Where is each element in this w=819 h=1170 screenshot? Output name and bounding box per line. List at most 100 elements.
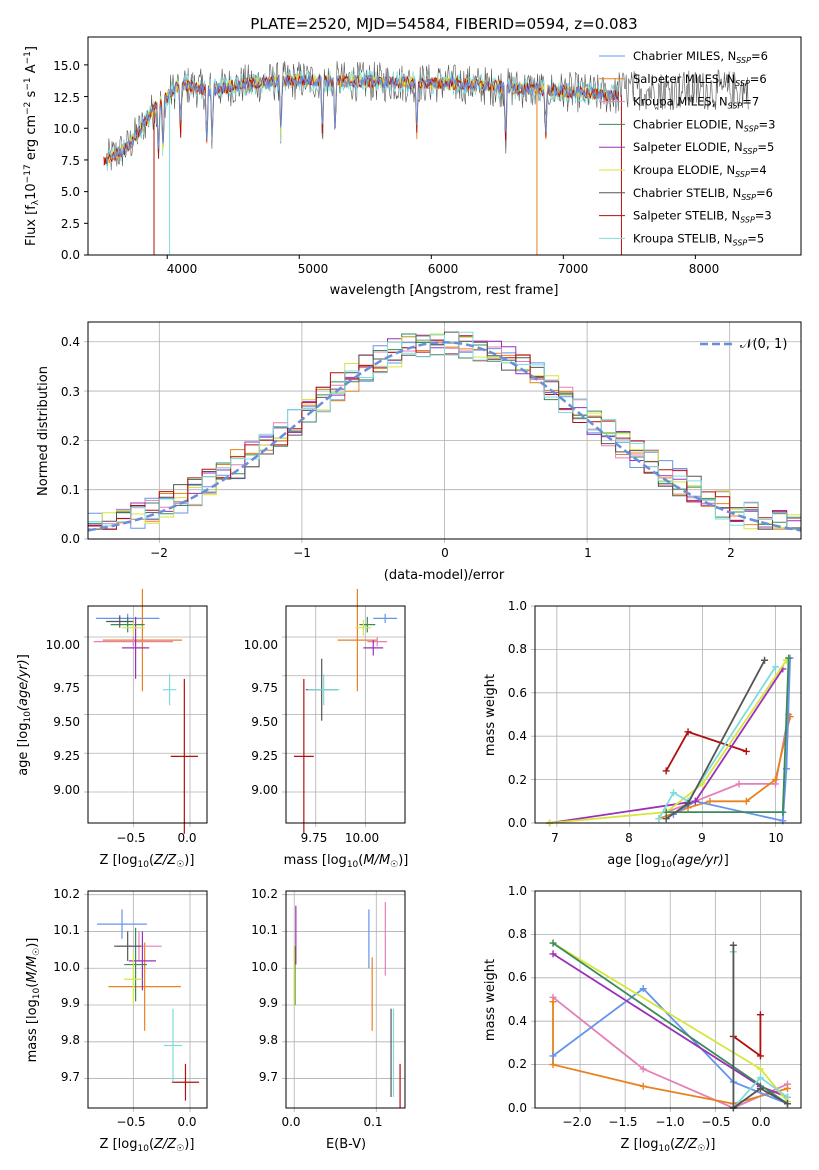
legend-entry: Chabrier ELODIE, NSSP=3 [633,117,775,133]
legend-entry: Chabrier MILES, NSSP=6 [633,49,768,65]
mass-ebv-ytick: 10.0 [251,960,278,974]
residuals-ylabel: Normed distribution [36,366,51,496]
legend-entry: Kroupa ELODIE, NSSP=4 [633,163,767,179]
legend-entry: Salpeter MILES, NSSP=6 [633,72,767,88]
spectrum-ytick: 2.5 [61,217,80,231]
spectrum-ytick: 15.0 [53,59,80,73]
weight-z-xlabel: Z [log10(Z/Z☉)] [621,1137,716,1154]
weight-marker [783,1084,791,1092]
weight-marker [756,1011,764,1019]
weight-z-ytick: 1.0 [508,884,527,898]
weight-line [658,666,777,820]
age-z-ylabel: age [log10(age/yr)] [16,654,33,776]
weight-age-lines [546,654,794,827]
age-z-ytick: 9.50 [53,715,80,729]
spectrum-ytick: 0.0 [61,248,80,262]
weight-age-ytick: 0.6 [508,686,527,700]
spectrum-title: PLATE=2520, MJD=54584, FIBERID=0594, z=0… [250,15,637,33]
weight-marker [779,808,787,816]
mass-z-ytick: 10.2 [53,887,80,901]
weight-marker [549,998,557,1006]
age-vs-z-panel: −0.5 0.0 9.00 9.25 9.50 9.75 10.00 Z [lo… [16,588,208,870]
weight-age-ytick: 0.2 [508,773,527,787]
spectrum-x-ticks: 4000 5000 6000 7000 8000 [84,64,719,276]
weight-z-xtick: −1.0 [655,1115,684,1129]
age-mass-ytick: 9.00 [251,783,278,797]
age-z-xtick: −0.5 [116,831,145,845]
residuals-xtick: 2 [727,546,735,560]
weight-marker [655,815,663,823]
age-z-xlabel: Z [log10(Z/Z☉)] [100,853,195,870]
age-z-points [93,588,198,834]
legend-entry: Kroupa MILES, NSSP=7 [633,95,759,111]
spectrum-ytick: 12.5 [53,91,80,105]
weight-marker [549,950,557,958]
spectrum-ytick: 5.0 [61,185,80,199]
weight-marker [771,663,779,671]
weight-marker [662,808,670,816]
residuals-y-ticks: 0.0 0.1 0.2 0.3 0.4 [61,335,80,546]
weight-line [665,659,766,820]
weight-vs-z-panel: −2.0 −1.5 −1.0 −0.5 0.0 0.0 0.2 0.4 0.6 … [483,884,802,1154]
weight-age-xtick: 8 [625,831,633,845]
mass-z-ylabel: mass [log10(M/M☉)] [25,938,42,1063]
residuals-ytick: 0.1 [61,483,80,497]
age-z-grid [84,606,207,827]
weight-marker [756,1074,764,1082]
spectrum-ytick: 7.5 [61,154,80,168]
weight-marker [639,1065,647,1073]
mass-z-xtick: 0.0 [177,1115,196,1129]
weight-marker [549,1061,557,1069]
age-vs-mass-panel: 9.75 10.00 9.00 9.25 9.50 9.75 10.00 mas… [244,588,408,870]
age-z-ytick: 9.75 [53,681,80,695]
weight-marker [761,656,769,664]
residuals-xtick: 0 [441,546,449,560]
mass-ebv-xlabel: E(B-V) [326,1137,366,1152]
weight-age-grid [531,605,801,827]
mass-ebv-ytick: 9.7 [259,1070,278,1084]
residuals-histograms [87,331,801,530]
mass-ebv-ytick: 10.1 [251,923,278,937]
age-mass-points [293,588,398,834]
weight-age-xtick: 7 [551,831,559,845]
weight-line [732,945,788,1110]
age-mass-xtick: 9.75 [301,831,328,845]
age-z-xtick: 0.0 [177,831,196,845]
residuals-frame [87,321,802,540]
residuals-ytick: 0.2 [61,434,80,448]
weight-marker [662,767,670,775]
weight-z-xtick: −1.5 [608,1115,637,1129]
mass-ebv-xtick: 0.0 [281,1115,300,1129]
weight-age-ytick: 0.0 [508,816,527,830]
weight-marker [729,941,737,949]
weight-age-ytick: 0.4 [508,729,527,743]
weight-line [552,942,789,1105]
weight-marker [783,1100,791,1108]
spectrum-xtick: 4000 [167,262,198,276]
spectrum-line [106,74,617,166]
residuals-xtick: −2 [150,546,168,560]
weight-z-ytick: 0.2 [508,1057,527,1071]
spectrum-panel: PLATE=2520, MJD=54584, FIBERID=0594, z=0… [23,15,802,298]
mass-ebv-frame [285,890,406,1109]
residuals-ytick: 0.4 [61,335,80,349]
mass-ebv-ytick: 9.9 [259,996,278,1010]
weight-age-xtick: 10 [768,831,783,845]
residuals-ytick: 0.3 [61,385,80,399]
weight-z-ylabel: mass weight [483,959,498,1041]
weight-z-xtick: −2.0 [562,1115,591,1129]
spectrum-xtick: 7000 [558,262,589,276]
weight-z-lines [549,939,791,1112]
age-mass-ytick: 9.25 [251,749,278,763]
spectrum-legend: Chabrier MILES, NSSP=6 Salpeter MILES, NS… [599,49,775,247]
mass-z-points [97,909,200,1101]
mass-z-ytick: 10.1 [53,923,80,937]
mass-ebv-grid [282,891,405,1112]
weight-marker [684,799,692,807]
mass-z-ytick: 9.8 [61,1033,80,1047]
legend-entry: Chabrier STELIB, NSSP=6 [633,186,773,202]
mass-ebv-xtick: 0.1 [363,1115,382,1129]
weight-marker [742,797,750,805]
age-mass-ytick: 9.75 [251,681,278,695]
